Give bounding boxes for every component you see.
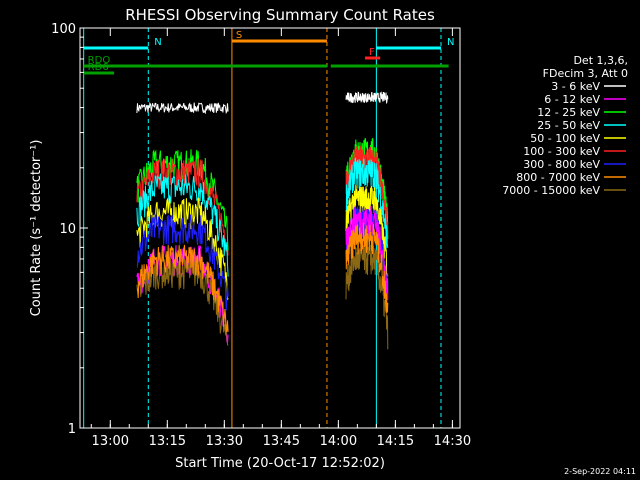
- series-line-3: [136, 173, 229, 277]
- legend-label: 3 - 6 keV: [551, 80, 600, 93]
- x-tick-label: 14:30: [434, 434, 471, 449]
- y-tick-label: 100: [51, 22, 76, 37]
- x-tick-label: 14:15: [377, 434, 414, 449]
- x-axis-label: Start Time (20-Oct-17 12:52:02): [175, 456, 385, 471]
- legend-label: 25 - 50 keV: [537, 119, 600, 132]
- legend-label: 300 - 800 keV: [523, 158, 600, 171]
- footer-timestamp: 2-Sep-2022 04:11: [564, 467, 636, 476]
- x-tick-label: 13:15: [149, 434, 186, 449]
- series-line-0: [345, 91, 389, 105]
- legend-label: 12 - 25 keV: [537, 106, 600, 119]
- chart-title: RHESSI Observing Summary Count Rates: [125, 6, 435, 24]
- x-tick-label: 13:45: [263, 434, 300, 449]
- y-tick-label: 1: [68, 422, 76, 437]
- x-tick-label: 13:30: [206, 434, 243, 449]
- flag-label: F: [369, 47, 375, 58]
- flag-label: N: [447, 37, 454, 48]
- legend-label: 7000 - 15000 keV: [502, 184, 600, 197]
- flag-label: RDO: [88, 55, 111, 66]
- series-line-0: [136, 101, 229, 115]
- series-line-7: [345, 222, 389, 313]
- legend-header: Det 1,3,6,: [573, 54, 628, 67]
- flag-label: S: [236, 30, 242, 41]
- legend-label: 6 - 12 keV: [544, 93, 600, 106]
- flag-label: N: [154, 37, 161, 48]
- legend-label: 100 - 300 keV: [523, 145, 600, 158]
- series-line-6: [136, 213, 229, 311]
- x-tick-label: 14:00: [320, 434, 357, 449]
- series-line-4: [345, 184, 389, 277]
- series-line-4: [136, 197, 229, 301]
- series-line-5: [345, 145, 389, 243]
- axes: 13:00 13:15 13:30 13:45 14:00 14:15 14:30 1 10 10…: [51, 22, 471, 449]
- y-tick-label: 10: [59, 222, 76, 237]
- legend-header: FDecim 3, Att 0: [543, 67, 628, 80]
- legend-label: 50 - 100 keV: [530, 132, 600, 145]
- legend-label: 800 - 7000 keV: [516, 171, 600, 184]
- x-tick-label: 13:00: [92, 434, 129, 449]
- series-line-7: [136, 244, 229, 333]
- flag-label: RD6: [88, 62, 109, 73]
- y-axis-label: Count Rate (s⁻¹ detector⁻¹): [29, 140, 44, 317]
